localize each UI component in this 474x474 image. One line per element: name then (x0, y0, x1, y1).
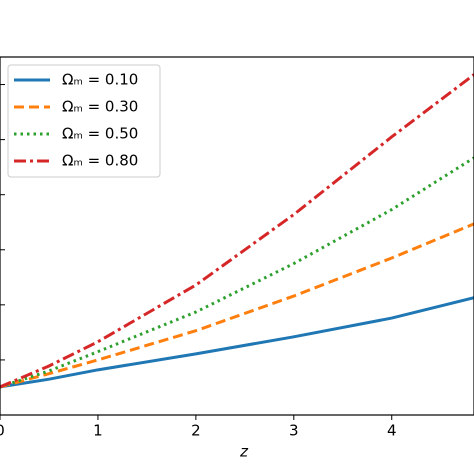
legend-label: Ωₘ = 0.30 (62, 98, 138, 116)
x-tick-label: 4 (387, 422, 397, 440)
plot-frame (0, 56, 474, 416)
legend-label: Ωₘ = 0.10 (62, 71, 138, 89)
legend: Ωₘ = 0.10 Ωₘ = 0.30 Ωₘ = 0.50 Ωₘ = 0.80 (7, 64, 161, 178)
x-tick-label: 0 (0, 422, 5, 440)
legend-box (7, 64, 161, 178)
line-series (0, 73, 474, 389)
line-series (0, 296, 474, 389)
x-axis-label: z (239, 443, 249, 461)
x-tick-label: 2 (191, 422, 201, 440)
x-tick-label: 3 (289, 422, 299, 440)
line-series (0, 156, 474, 389)
line-series (0, 222, 474, 389)
legend-label: Ωₘ = 0.80 (62, 152, 138, 170)
x-tick-label: 1 (93, 422, 103, 440)
legend-label: Ωₘ = 0.50 (62, 125, 138, 143)
